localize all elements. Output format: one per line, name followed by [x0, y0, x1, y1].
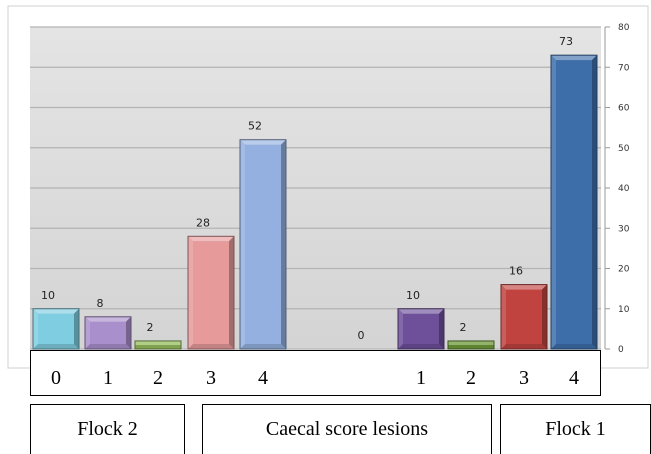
data-label: 2: [147, 321, 154, 334]
data-label: 52: [248, 120, 262, 133]
bar: [500, 284, 548, 350]
bar: [134, 340, 182, 350]
data-label: 10: [406, 289, 420, 302]
category-label: 1: [416, 367, 426, 389]
y-tick-label: 10: [618, 305, 630, 315]
bar: [397, 308, 445, 350]
category-label: 4: [258, 367, 268, 389]
category-label: 1: [103, 367, 113, 389]
category-label: 2: [153, 367, 163, 389]
bar: [550, 54, 598, 350]
bar: [84, 316, 132, 350]
y-tick-label: 0: [618, 345, 624, 355]
bar: [32, 308, 80, 350]
category-label-box: 0 1 2 3 4 1 2 3 4: [30, 350, 601, 396]
data-label: 16: [509, 265, 523, 278]
gridlines: [30, 26, 601, 350]
y-tick-label: 30: [618, 224, 630, 234]
data-label: 28: [196, 216, 210, 229]
bar: [447, 340, 495, 350]
y-tick-label: 20: [618, 265, 630, 275]
y-tick-label: 60: [618, 104, 630, 114]
y-tick-label: 70: [618, 63, 630, 73]
group-label-flock-2: Flock 2: [30, 404, 185, 454]
category-label: 3: [206, 367, 216, 389]
data-label: 2: [460, 321, 467, 334]
y-tick-label: 80: [618, 23, 630, 33]
y-axis: 0 10 20 30 40 50 60 70 80: [604, 23, 630, 355]
data-label: 0: [358, 329, 365, 342]
data-labels: 10 8 2 28 52 0 10 2 16 73: [41, 35, 573, 342]
group-label-caecal-score-lesions: Caecal score lesions: [202, 404, 492, 454]
category-label: 0: [51, 367, 61, 389]
bars: [32, 54, 598, 350]
category-label: 4: [569, 367, 579, 389]
y-tick-label: 40: [618, 184, 630, 194]
bar: [187, 235, 235, 350]
y-tick-label: 50: [618, 144, 630, 154]
data-label: 73: [559, 35, 573, 48]
data-label: 10: [41, 289, 55, 302]
category-label: 3: [519, 367, 529, 389]
data-label: 8: [97, 297, 104, 310]
bar: [239, 139, 287, 350]
group-label-flock-1: Flock 1: [500, 404, 651, 454]
category-label: 2: [466, 367, 476, 389]
